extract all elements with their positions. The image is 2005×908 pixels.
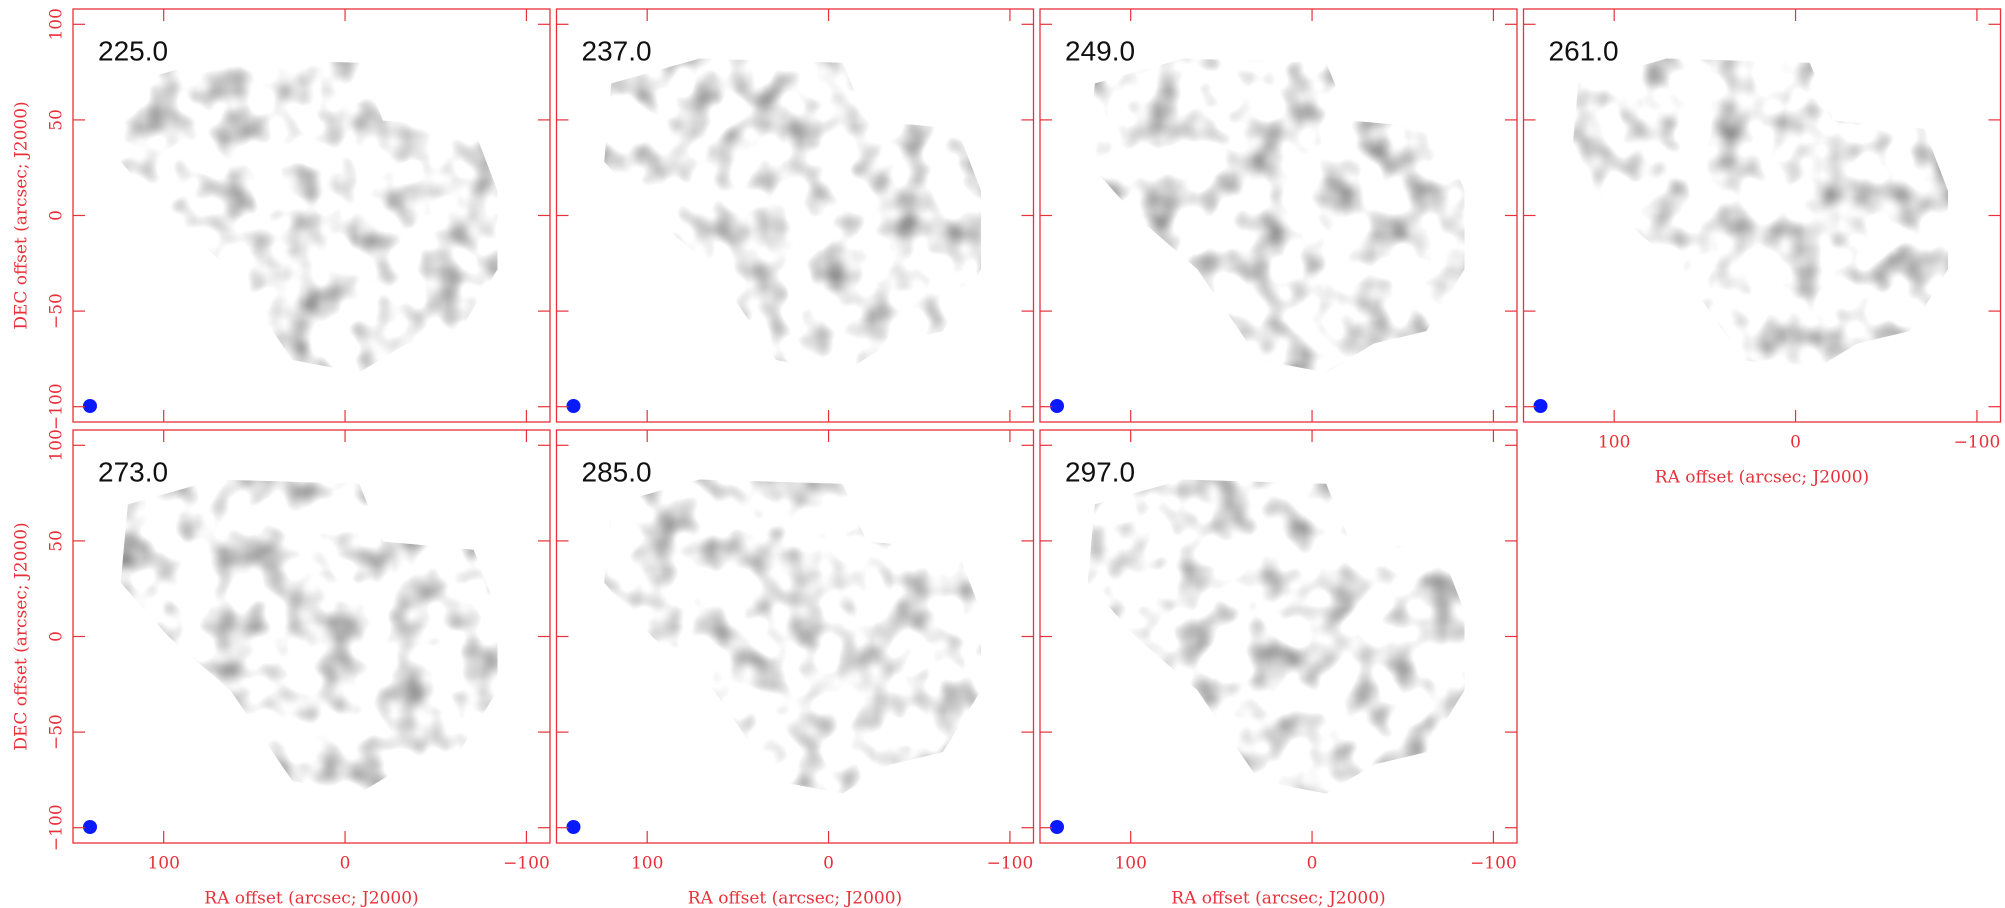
x-tick-label: −100 [1954, 433, 2001, 453]
x-axis-label: RA offset (arcsec; J2000) [1171, 889, 1385, 908]
panel-title: 225.0 [98, 35, 168, 66]
x-tick-label: 0 [340, 854, 351, 874]
y-tick-label: −50 [47, 293, 67, 329]
beam [83, 399, 97, 413]
x-axis-label: RA offset (arcsec; J2000) [1655, 468, 1869, 488]
x-tick-label: 100 [1598, 433, 1630, 453]
beam [1050, 399, 1064, 413]
panel-title: 249.0 [1065, 35, 1135, 66]
y-tick-label: −100 [47, 804, 67, 851]
y-tick-label: 100 [47, 429, 67, 461]
x-tick-label: −100 [503, 854, 550, 874]
x-tick-label: 100 [147, 854, 179, 874]
x-axis-label: RA offset (arcsec; J2000) [688, 889, 902, 908]
y-tick-label: 0 [47, 210, 67, 221]
beam [566, 399, 581, 413]
beam [566, 820, 581, 834]
x-tick-label: 0 [1307, 854, 1318, 874]
y-tick-label: 100 [47, 8, 67, 40]
x-tick-label: −100 [1470, 854, 1517, 874]
beam [83, 820, 97, 834]
panel-title: 261.0 [1549, 35, 1619, 66]
y-tick-label: 50 [47, 109, 67, 131]
emission-map [1087, 479, 1465, 794]
y-tick-label: −50 [47, 714, 67, 750]
x-axis-label: RA offset (arcsec; J2000) [204, 889, 418, 908]
x-tick-label: 0 [1790, 433, 1801, 453]
emission-map [1571, 58, 1949, 373]
y-axis-label: DEC offset (arcsec; J2000) [12, 101, 32, 329]
panel-title: 297.0 [1065, 456, 1135, 487]
emission-map [120, 58, 498, 373]
y-tick-label: 0 [47, 631, 67, 642]
panel-title: 273.0 [98, 456, 168, 487]
y-tick-label: 50 [47, 530, 67, 552]
emission-map [604, 58, 982, 373]
x-tick-label: 0 [823, 854, 834, 874]
emission-map [120, 479, 498, 794]
x-tick-label: 100 [1114, 854, 1146, 874]
beam [1050, 820, 1064, 834]
x-tick-label: −100 [987, 854, 1034, 874]
beam [1533, 399, 1548, 413]
y-axis-label: DEC offset (arcsec; J2000) [12, 522, 32, 750]
panel-title: 237.0 [582, 35, 652, 66]
y-tick-label: −100 [47, 383, 67, 430]
emission-map [1087, 58, 1465, 373]
x-tick-label: 100 [631, 854, 663, 874]
emission-map [604, 479, 982, 794]
panel-title: 285.0 [582, 456, 652, 487]
